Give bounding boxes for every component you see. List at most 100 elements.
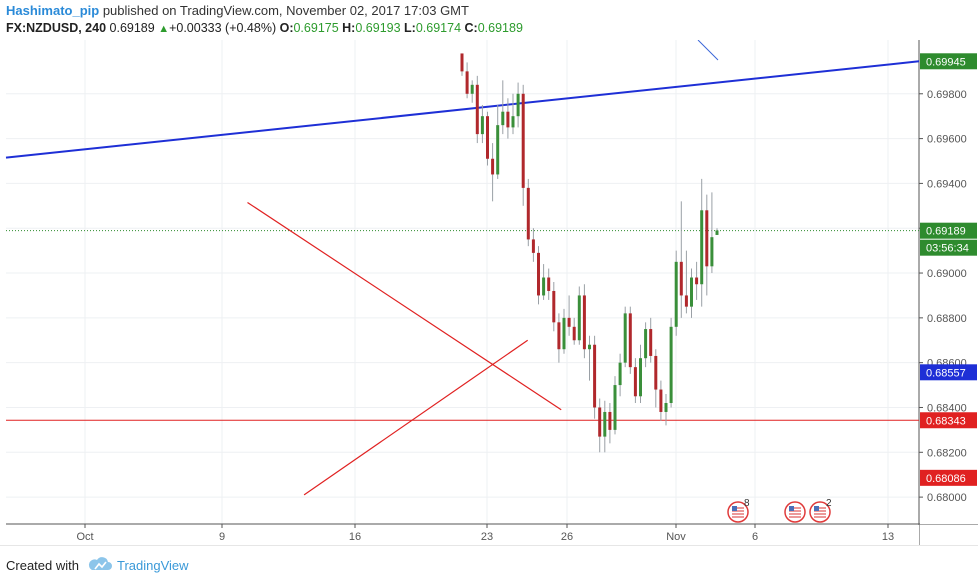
candle-body [684,295,688,307]
candle-body [486,116,489,159]
candle-body [705,210,709,267]
candle-body [695,277,699,285]
candle [577,286,581,345]
y-tick-label: 0.69000 [927,268,967,280]
candle-body [654,355,658,390]
economic-event-badge[interactable]: 2 [809,498,832,523]
candle-body [562,317,566,350]
candle [511,93,515,135]
badge-count: 8 [744,498,750,509]
candle [700,178,704,307]
y-tick-label: 0.68800 [927,313,967,325]
candle-body [531,239,535,253]
x-tick-label: 26 [561,531,573,543]
price-label: 0.68343 [920,412,977,429]
candle [526,178,530,247]
tradingview-link[interactable]: TradingView [117,558,189,573]
candle-body [542,277,546,296]
footer: Created with TradingView [0,545,978,583]
ohlc-line: FX:NZDUSD, 240 0.69189 ▲+0.00333 (+0.48%… [6,21,523,35]
candle [537,246,540,305]
y-tick-label: 0.69600 [927,134,967,146]
candle [705,194,709,296]
candle [644,322,648,368]
plot-area [6,40,919,524]
cloud-logo-icon[interactable] [87,556,113,572]
candle [613,376,617,435]
author-link[interactable]: Hashimato_pip [6,3,100,18]
candle [649,317,653,363]
candle [491,143,495,202]
flag-canton [814,506,819,511]
candle [496,104,500,179]
candle-body [674,261,678,327]
candle-body [598,407,602,437]
candle-body [547,277,551,291]
up-triangle-icon: ▲ [158,23,170,35]
candle [572,317,576,345]
price-label-text: 0.69189 [926,226,966,238]
candle [674,250,678,336]
candle [628,306,632,374]
x-tick-label: 6 [752,531,758,543]
candle-body [526,187,530,240]
candle [567,295,571,336]
candle-body [537,252,540,296]
flag-canton [732,506,737,511]
economic-event-badge[interactable]: 8 [727,498,750,523]
price-label: 0.69945 [920,53,977,70]
candle [669,317,673,408]
candle-body [552,290,556,323]
price-label: 0.68086 [920,469,977,486]
candle-body [690,277,693,307]
y-tick-label: 0.69800 [927,89,967,101]
candle-body [511,116,515,128]
candle [470,80,474,103]
open-label: O: [279,21,294,35]
candle-body [567,317,571,327]
candle-body [639,358,642,397]
high-value: 0.69193 [355,21,401,35]
candle [639,344,642,403]
open-value: 0.69175 [293,21,339,35]
price-axis: 0.680000.682000.684000.686000.688000.690… [919,40,978,524]
candle-body [649,329,653,356]
candle-body [582,295,586,350]
candlesticks [460,53,719,453]
candle [710,192,714,274]
price-change: +0.00333 (+0.48%) [169,21,277,35]
candle-body [460,53,464,72]
candle [475,75,479,144]
candle [623,306,627,368]
candle-body [588,344,591,350]
price-label: 03:56:34 [920,239,977,256]
publish-line: Hashimato_pip published on TradingView.c… [6,3,469,18]
close-label: C: [464,21,478,35]
economic-event-badge[interactable] [784,501,806,523]
candle-body [710,237,714,267]
candle [593,335,597,419]
candle [582,284,586,359]
created-with-text: Created with [6,558,79,573]
symbol-label[interactable]: FX:NZDUSD, 240 [6,21,107,35]
candle-body [577,295,581,341]
y-tick-label: 0.68400 [927,402,967,414]
candle-body [628,313,632,368]
low-value: 0.69174 [415,21,462,35]
low-label: L: [404,21,416,35]
candle [679,201,683,318]
candle [521,84,525,206]
x-tick-label: Oct [76,531,93,543]
candle-body [506,111,510,128]
candle [531,228,535,262]
candle [603,400,607,453]
us-flag-icon [784,501,806,523]
candle [460,53,464,76]
price-label: 0.69189 [920,222,977,239]
y-tick-label: 0.68000 [927,492,967,504]
candle-body [633,367,637,397]
x-tick-label: 23 [481,531,493,543]
candle-body [521,93,525,188]
flag-canton [789,506,794,511]
